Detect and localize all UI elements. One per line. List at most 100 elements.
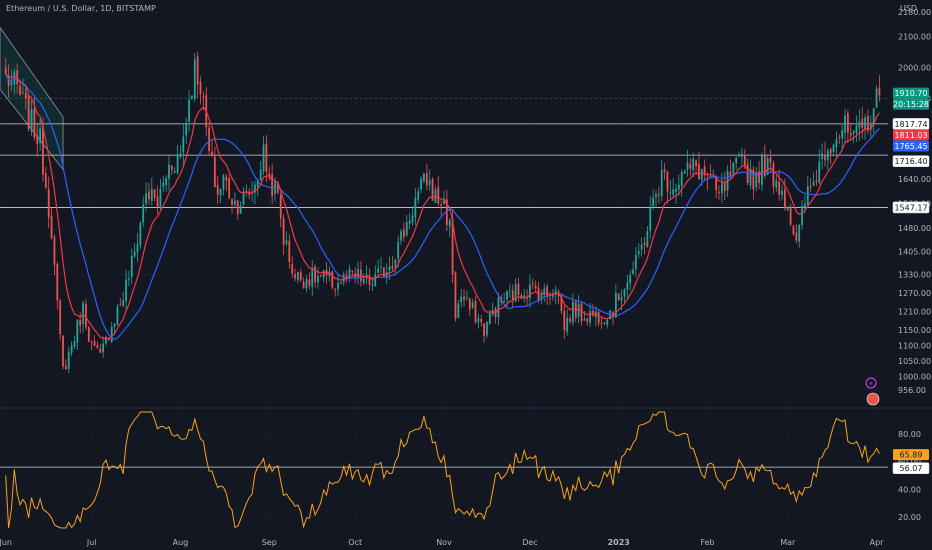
candle-body (282, 217, 285, 245)
candle-body (617, 293, 620, 300)
candle-body (569, 318, 571, 322)
candle-body (818, 161, 821, 183)
candle-body (672, 189, 675, 195)
time-axis-label: Apr (870, 538, 885, 547)
candle-body (428, 180, 431, 185)
candle-body (801, 205, 803, 225)
candle-body (39, 128, 41, 144)
candle-body (222, 175, 225, 190)
candle-body (867, 116, 869, 131)
candle-body (718, 191, 720, 193)
candle-body (193, 59, 196, 99)
candle-body (715, 176, 718, 190)
candle-body (778, 181, 781, 195)
candle-body (27, 95, 30, 130)
time-axis-label: Sep (262, 538, 277, 547)
rsi-line (5, 411, 880, 529)
candle-body (666, 171, 669, 192)
candle-body (709, 175, 712, 177)
candle-body (76, 319, 79, 343)
candle-body (531, 283, 534, 285)
candle-body (400, 231, 402, 241)
candle-body (239, 205, 242, 214)
candle-body (153, 189, 156, 198)
candle-body (133, 251, 136, 257)
candle-body (259, 169, 262, 181)
candle-body (228, 178, 231, 198)
candle-body (623, 289, 626, 297)
candle-body (234, 200, 236, 205)
candle-body (19, 85, 21, 96)
candle-body (148, 191, 150, 200)
candle-body (749, 169, 752, 186)
candle-body (551, 293, 554, 297)
price-tick-label: 2180.00 (898, 8, 931, 17)
candle-body (517, 283, 520, 295)
candle-body (411, 215, 414, 223)
candle-body (345, 275, 348, 279)
candle-body (219, 189, 222, 196)
candle-body (42, 126, 44, 175)
candle-body (812, 181, 815, 186)
candle-body (47, 188, 50, 218)
candle-body (468, 298, 471, 310)
price-tick-label: 956.00 (898, 386, 926, 395)
candle-body (480, 318, 483, 323)
candle-body (182, 136, 185, 153)
candle-body (79, 319, 82, 326)
candle-body (371, 284, 374, 286)
candle-body (348, 268, 351, 279)
candle-body (741, 153, 743, 157)
time-axis-label: Nov (436, 538, 452, 547)
price-tick-label: 1330.00 (898, 270, 931, 279)
candle-body (669, 192, 672, 194)
candle-body (279, 195, 282, 219)
candle-body (4, 67, 7, 74)
candle-body (139, 222, 142, 246)
candle-body (105, 336, 107, 344)
candle-body (448, 220, 451, 227)
candle-body (185, 122, 188, 136)
candle-body (824, 155, 826, 161)
price-tick-label: 1405.00 (898, 247, 931, 256)
candle-body (156, 196, 159, 207)
candle-body (265, 143, 268, 173)
candle-body (577, 303, 580, 317)
candle-body (829, 149, 832, 154)
candle-body (652, 197, 654, 207)
candle-body (789, 207, 792, 225)
candle-body (861, 118, 864, 128)
candle-body (59, 300, 62, 334)
candle-body (36, 136, 39, 144)
candle-body (173, 171, 176, 173)
candle-body (554, 290, 557, 295)
candle-body (855, 125, 858, 133)
rsi-tick-label: 40.00 (898, 485, 921, 494)
candle-body (334, 289, 337, 291)
candle-body (649, 207, 652, 231)
candle-body (414, 197, 417, 218)
candle-body (73, 341, 76, 347)
rsi-tick-label: 20.00 (898, 513, 921, 522)
candle-body (783, 189, 786, 209)
candle-body (460, 296, 463, 302)
candle-body (798, 224, 801, 242)
candle-body (838, 137, 841, 139)
candle-body (130, 255, 133, 277)
candle-body (600, 322, 603, 324)
candle-body (110, 326, 113, 343)
candle-body (302, 281, 305, 288)
candle-body (93, 341, 96, 346)
candle-body (735, 157, 738, 164)
candle-body (806, 186, 809, 205)
candle-body (391, 265, 394, 269)
lightning-icon (865, 377, 877, 389)
candle-body (368, 274, 371, 285)
candle-body (720, 182, 723, 194)
candle-body (319, 274, 322, 276)
candle-body (543, 288, 546, 296)
candle-body (586, 318, 589, 323)
candle-body (657, 193, 660, 196)
